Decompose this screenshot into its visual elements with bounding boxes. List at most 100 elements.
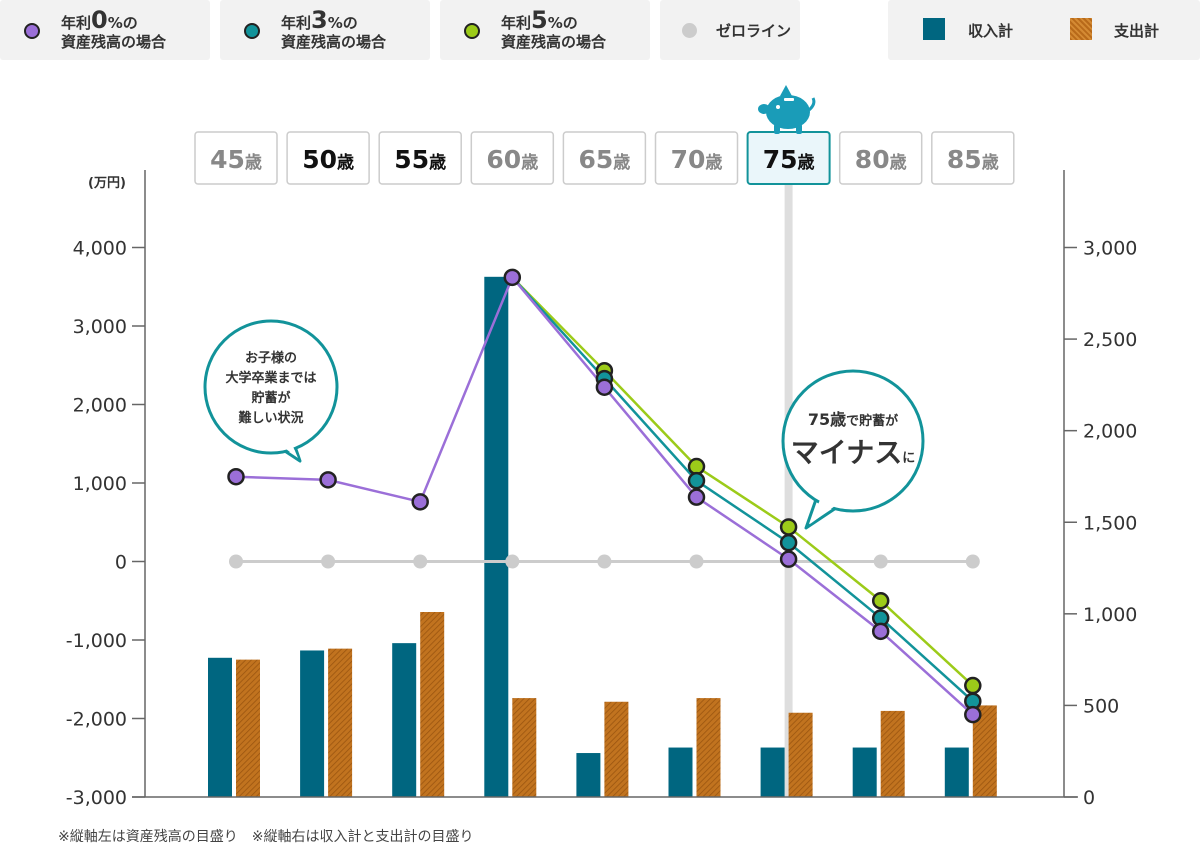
expense-bar	[696, 698, 721, 797]
expense-bar	[788, 712, 813, 797]
zero-line-point	[505, 554, 520, 569]
bubble-right-line1: で貯蓄が	[846, 413, 898, 429]
line-series-2	[511, 276, 974, 687]
income-bar	[760, 747, 785, 797]
piggy-bank-icon	[758, 85, 816, 134]
line-point-0	[687, 488, 706, 506]
legend-expense-label[interactable]: 支出計	[1114, 22, 1160, 40]
age-tab[interactable]: 75歳	[746, 131, 831, 185]
right-axis-tick-label: 1,000	[1083, 604, 1137, 626]
legend-rate0-prefix: 年利	[61, 14, 92, 32]
legend-rate3-prefix: 年利	[281, 14, 312, 32]
legend-rate5-rate: 5	[531, 6, 548, 34]
income-bar	[484, 276, 509, 798]
age-tab-box	[562, 131, 647, 185]
left-axis-tick-label: 3,000	[73, 316, 127, 338]
left-axis-tick-label: -1,000	[66, 630, 127, 652]
right-axis-tick-label: 2,000	[1083, 421, 1137, 443]
line-point-0	[779, 550, 798, 568]
line-point-0	[227, 467, 245, 486]
expense-bar	[236, 659, 260, 797]
income-bar	[208, 657, 232, 797]
age-tab-label: 85歳	[947, 145, 999, 174]
legend-rate0-suffix: %の	[107, 14, 138, 32]
age-tab[interactable]: 55歳	[378, 131, 462, 185]
bubble-right-suffix: に	[902, 451, 915, 466]
legend-bars: 収入計 支出計	[888, 0, 1200, 60]
expense-bar	[328, 648, 353, 797]
legend-zero-label: ゼロライン	[716, 22, 792, 40]
age-tab[interactable]: 65歳	[562, 131, 647, 185]
legend-rate3-line2: 資産残高の場合	[281, 33, 387, 51]
line-point-0	[503, 268, 522, 287]
income-bar	[852, 747, 877, 797]
age-tab-box	[931, 131, 1015, 185]
right-axis-tick-label: 2,500	[1083, 329, 1137, 351]
legend-rate5[interactable]: 年利5%の 資産残高の場合	[440, 0, 650, 60]
bubble-right-highlight: マイナス	[791, 436, 902, 469]
bubble-left-line3: 貯蓄が	[251, 390, 290, 406]
age-tab[interactable]: 50歳	[286, 131, 370, 185]
legend-rate5-suffix: %の	[547, 14, 578, 32]
expense-bar	[420, 612, 445, 797]
age-tab-box	[654, 131, 739, 185]
legend-rate0[interactable]: 年利0%の 資産残高の場合	[0, 0, 210, 60]
line-point-0	[595, 378, 614, 396]
age-tab-box	[746, 131, 831, 185]
line-point-0	[411, 493, 429, 511]
left-axis-tick-label: 4,000	[73, 238, 127, 260]
line-point-0	[871, 622, 890, 641]
age-tab-label: 65歳	[579, 145, 631, 174]
legend-income-swatch-icon	[923, 18, 945, 40]
line-point-1	[687, 471, 706, 490]
bubble-left-line1: お子様の	[245, 350, 297, 366]
left-axis-tick-label: 2,000	[73, 395, 127, 417]
zero-line-point	[965, 554, 980, 569]
line-series-1	[511, 276, 974, 703]
svg-text:75歳で貯蓄が: 75歳で貯蓄が	[808, 410, 898, 429]
line-point-2	[871, 592, 890, 610]
right-axis-tick-label: 3,000	[1083, 238, 1137, 260]
left-axis-unit-label: (万円)	[88, 176, 126, 191]
expense-bar	[604, 701, 629, 797]
left-axis-tick-label: -2,000	[66, 709, 127, 731]
legend-rate5-prefix: 年利	[501, 14, 532, 32]
age-tab-box	[838, 131, 923, 185]
age-tab[interactable]: 45歳	[194, 131, 278, 185]
right-axis-tick-label: 500	[1083, 695, 1119, 717]
age-tab[interactable]: 85歳	[931, 131, 1015, 185]
income-bar	[944, 747, 969, 797]
age-tab-label: 60歳	[486, 145, 538, 174]
zero-line-point	[873, 554, 888, 569]
left-axis-tick-label: -3,000	[66, 787, 127, 809]
age-tab-box	[470, 131, 555, 185]
age-tab[interactable]: 60歳	[470, 131, 555, 185]
line-point-0	[964, 705, 982, 724]
legend-rate0-rate: 0	[91, 6, 108, 34]
age-tab-label: 70歳	[671, 145, 723, 174]
age-tab[interactable]: 70歳	[654, 131, 739, 185]
legend-rate3[interactable]: 年利3%の 資産残高の場合	[220, 0, 430, 60]
line-point-2	[964, 676, 982, 695]
income-bar	[392, 643, 417, 797]
income-bar	[300, 650, 325, 797]
age-tab-label: 45歳	[210, 145, 262, 174]
age-tab-label: 50歳	[302, 145, 354, 174]
svg-text:マイナスに: マイナスに	[791, 436, 915, 469]
footnote: ※縦軸左は資産残高の目盛り ※縦軸右は収入計と支出計の目盛り	[58, 829, 474, 845]
bubble-left-line4: 難しい状況	[238, 410, 303, 426]
age-tab[interactable]: 80歳	[838, 131, 923, 185]
zero-line-point	[413, 554, 428, 569]
age-tab-label: 75歳	[763, 145, 815, 174]
expense-bar	[880, 710, 905, 797]
legend-rate3-dot-icon	[244, 23, 260, 39]
age-tab-box	[286, 131, 370, 185]
legend-rate3-rate: 3	[311, 6, 328, 34]
left-axis-tick-label: 1,000	[73, 473, 127, 495]
legend-zero[interactable]: ゼロライン	[660, 0, 800, 60]
expense-bar	[512, 698, 537, 797]
age-tab-box	[378, 131, 462, 185]
left-axis-tick-label: 0	[115, 552, 127, 574]
legend-income-label[interactable]: 収入計	[968, 22, 1014, 40]
